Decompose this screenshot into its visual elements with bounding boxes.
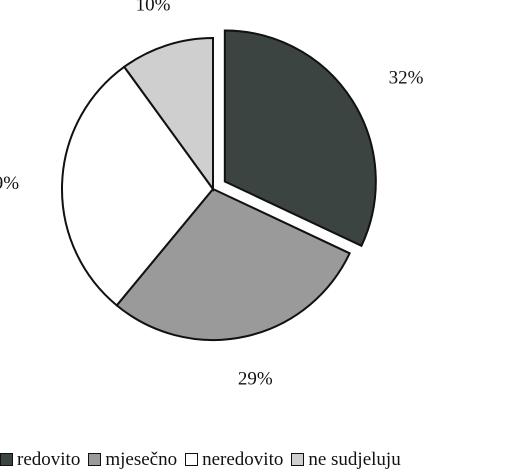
legend-item-ne-sudjeluju: ne sudjeluju: [291, 448, 401, 470]
pie-slice-mjesecno: [115, 187, 351, 341]
pie-slice-ne-sudjeluju: [122, 36, 214, 193]
legend-item-mjesecno: mjesečno: [88, 450, 177, 469]
data-label-neredovito: 29%: [0, 173, 19, 194]
pie-slice-redovito: [223, 29, 377, 248]
legend-label-ne-sudjeluju: ne sudjeluju: [308, 448, 401, 470]
data-label-ne-sudjeluju: 10%: [136, 0, 171, 16]
legend-swatch-neredovito: [185, 452, 199, 466]
legend: redovito mjesečno neredovito ne sudjeluj…: [0, 448, 401, 470]
legend-item-neredovito: neredovito: [185, 450, 283, 469]
data-label-mjesecno: 29%: [238, 368, 273, 389]
data-label-redovito: 32%: [389, 68, 424, 89]
legend-label-redovito: redovito: [17, 448, 81, 470]
pie-labels: 32% 29% 29% 10%: [0, 0, 424, 389]
legend-item-redovito: redovito: [0, 450, 80, 469]
legend-label-mjesecno: mjesečno: [105, 448, 178, 470]
legend-swatch-redovito: [0, 452, 13, 466]
pie-slices: [60, 29, 377, 341]
legend-swatch-mjesecno: [88, 452, 102, 466]
legend-swatch-ne-sudjeluju: [291, 452, 305, 466]
pie-slice-neredovito: [60, 65, 215, 307]
legend-label-neredovito: neredovito: [202, 448, 284, 470]
